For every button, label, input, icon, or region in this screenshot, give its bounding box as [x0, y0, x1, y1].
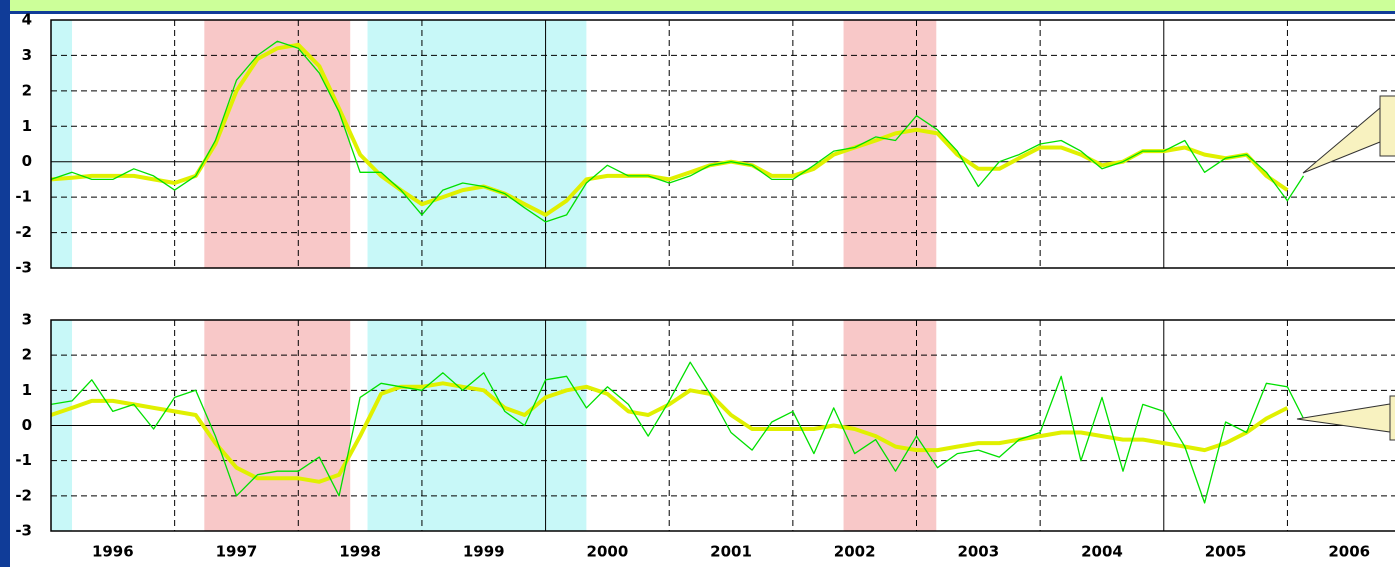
y-tick-label: 0	[22, 152, 32, 170]
y-tick-label: -1	[15, 188, 32, 206]
y-tick-label: 1	[22, 117, 32, 135]
shaded-period	[843, 20, 937, 268]
plot-frame	[50, 319, 1395, 532]
top-border	[0, 11, 1395, 14]
series-line	[50, 42, 1289, 217]
x-tick-label: 2002	[834, 543, 876, 561]
x-tick-label: 2003	[957, 543, 999, 561]
x-tick-label: 1997	[216, 543, 258, 561]
series-line	[50, 361, 1305, 504]
y-tick-label: -3	[15, 259, 32, 277]
series-line	[50, 40, 1305, 223]
x-tick-label: 1998	[339, 543, 381, 561]
y-tick-label: 3	[22, 311, 32, 329]
y-tick-label: 4	[22, 11, 32, 29]
callout-box	[1379, 95, 1395, 157]
y-tick-label: 2	[22, 81, 32, 99]
y-tick-label: -2	[15, 486, 32, 504]
x-tick-label: 2006	[1328, 543, 1370, 561]
shaded-period	[204, 20, 351, 268]
x-tick-label: 2001	[710, 543, 752, 561]
y-tick-label: 2	[22, 346, 32, 364]
shaded-period	[51, 20, 73, 268]
x-tick-label: 2000	[587, 543, 629, 561]
plot-frame	[50, 19, 1395, 269]
x-tick-label: 1996	[92, 543, 134, 561]
shaded-period	[367, 20, 587, 268]
callout-box	[1389, 395, 1395, 441]
y-tick-label: 3	[22, 46, 32, 64]
series-line	[50, 381, 1289, 484]
y-tick-label: -3	[15, 522, 32, 540]
top-strip	[0, 0, 1395, 11]
y-tick-label: -1	[15, 451, 32, 469]
y-tick-label: 0	[22, 416, 32, 434]
y-tick-label: 1	[22, 381, 32, 399]
plots: -3 -2 -1 0 1 2 3 4 -3 -2 -1 0 1 2 3 1996 1997 1998 1999 200…	[15, 11, 1395, 561]
x-tick-label: 2004	[1081, 543, 1123, 561]
left-strip	[0, 0, 10, 567]
x-tick-label: 1999	[463, 543, 505, 561]
y-tick-label: -2	[15, 223, 32, 241]
x-tick-label: 2005	[1205, 543, 1247, 561]
